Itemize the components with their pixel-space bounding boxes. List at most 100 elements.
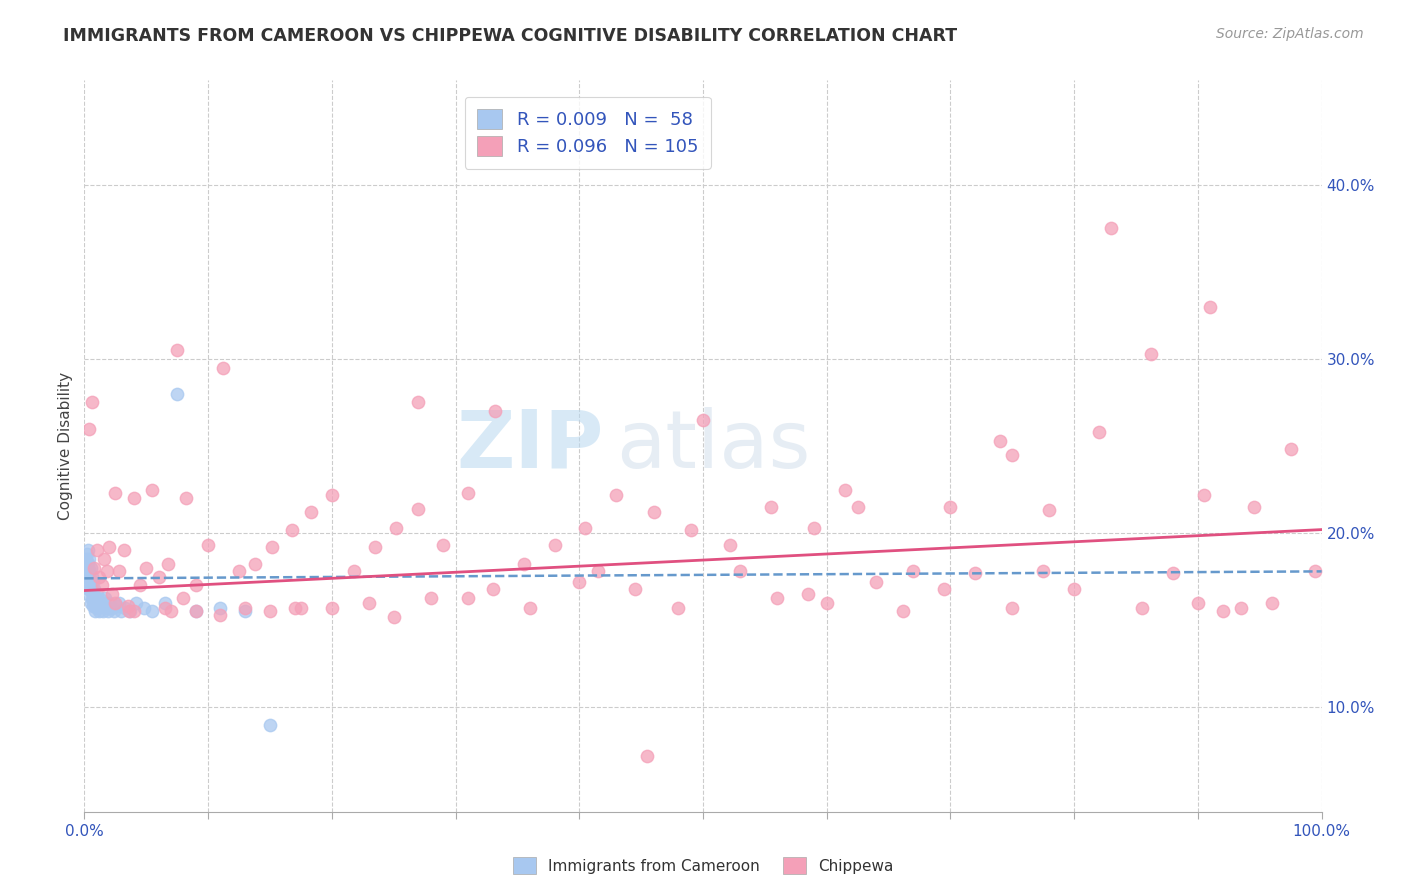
Point — [75, 561, 97, 575]
Point — [110, 604, 132, 618]
Point — [100, 587, 122, 601]
Point — [284, 601, 307, 615]
Point — [79, 571, 101, 585]
Point — [281, 523, 304, 537]
Point — [82, 587, 104, 601]
Point — [1305, 565, 1327, 579]
Point — [243, 558, 266, 572]
Point — [408, 501, 430, 516]
Point — [80, 582, 103, 596]
Point — [364, 540, 387, 554]
Point — [1032, 565, 1054, 579]
Point — [846, 500, 869, 514]
Point — [87, 596, 110, 610]
Point — [797, 587, 820, 601]
Point — [382, 609, 405, 624]
Point — [91, 604, 114, 618]
Point — [80, 395, 103, 409]
Point — [512, 558, 534, 572]
Point — [574, 521, 596, 535]
Point — [89, 604, 111, 618]
Point — [408, 395, 430, 409]
Point — [79, 573, 101, 587]
Point — [1001, 448, 1024, 462]
Point — [77, 587, 100, 601]
Point — [75, 569, 97, 583]
Point — [903, 565, 925, 579]
Point — [98, 540, 121, 554]
Legend: R = 0.009   N =  58, R = 0.096   N = 105: R = 0.009 N = 58, R = 0.096 N = 105 — [464, 96, 711, 169]
Point — [141, 483, 163, 497]
Point — [76, 547, 98, 561]
Point — [83, 596, 105, 610]
Point — [120, 604, 142, 618]
Point — [321, 488, 343, 502]
Point — [259, 717, 281, 731]
Point — [166, 343, 188, 358]
Point — [76, 558, 98, 572]
Point — [174, 491, 197, 506]
Point — [1279, 442, 1302, 457]
Point — [84, 591, 107, 605]
Point — [100, 601, 122, 615]
Point — [80, 569, 103, 583]
Point — [457, 486, 479, 500]
Point — [90, 599, 112, 614]
Point — [86, 587, 108, 601]
Point — [96, 565, 118, 579]
Point — [108, 565, 131, 579]
Point — [934, 582, 956, 596]
Point — [1038, 503, 1060, 517]
Point — [1161, 566, 1184, 581]
Point — [321, 601, 343, 615]
Point — [94, 591, 117, 605]
Point — [114, 601, 136, 615]
Point — [118, 604, 141, 618]
Point — [233, 601, 256, 615]
Point — [79, 583, 101, 598]
Point — [1192, 488, 1215, 502]
Point — [184, 604, 207, 618]
Point — [605, 488, 627, 502]
Point — [290, 601, 312, 615]
Point — [86, 601, 108, 615]
Point — [865, 574, 887, 589]
Point — [209, 601, 232, 615]
Point — [122, 491, 145, 506]
Point — [636, 749, 658, 764]
Point — [1230, 601, 1253, 615]
Point — [233, 604, 256, 618]
Point — [79, 563, 101, 577]
Point — [1243, 500, 1265, 514]
Point — [1088, 425, 1111, 439]
Point — [718, 538, 741, 552]
Point — [112, 543, 135, 558]
Point — [988, 434, 1011, 448]
Point — [141, 604, 163, 618]
Point — [834, 483, 856, 497]
Point — [1140, 347, 1163, 361]
Point — [172, 591, 194, 605]
Point — [679, 523, 702, 537]
Point — [343, 565, 366, 579]
Point — [643, 505, 665, 519]
Text: Source: ZipAtlas.com: Source: ZipAtlas.com — [1216, 27, 1364, 41]
Point — [209, 607, 232, 622]
Point — [166, 386, 188, 401]
Y-axis label: Cognitive Disability: Cognitive Disability — [58, 372, 73, 520]
Point — [184, 604, 207, 618]
Text: atlas: atlas — [616, 407, 811, 485]
Point — [77, 565, 100, 579]
Point — [89, 592, 111, 607]
Point — [83, 561, 105, 575]
Point — [157, 558, 180, 572]
Point — [893, 604, 915, 618]
Point — [484, 404, 506, 418]
Point — [108, 596, 131, 610]
Point — [624, 582, 647, 596]
Point — [228, 565, 250, 579]
Point — [1187, 596, 1209, 610]
Point — [160, 604, 183, 618]
Point — [728, 565, 751, 579]
Point — [76, 578, 98, 592]
